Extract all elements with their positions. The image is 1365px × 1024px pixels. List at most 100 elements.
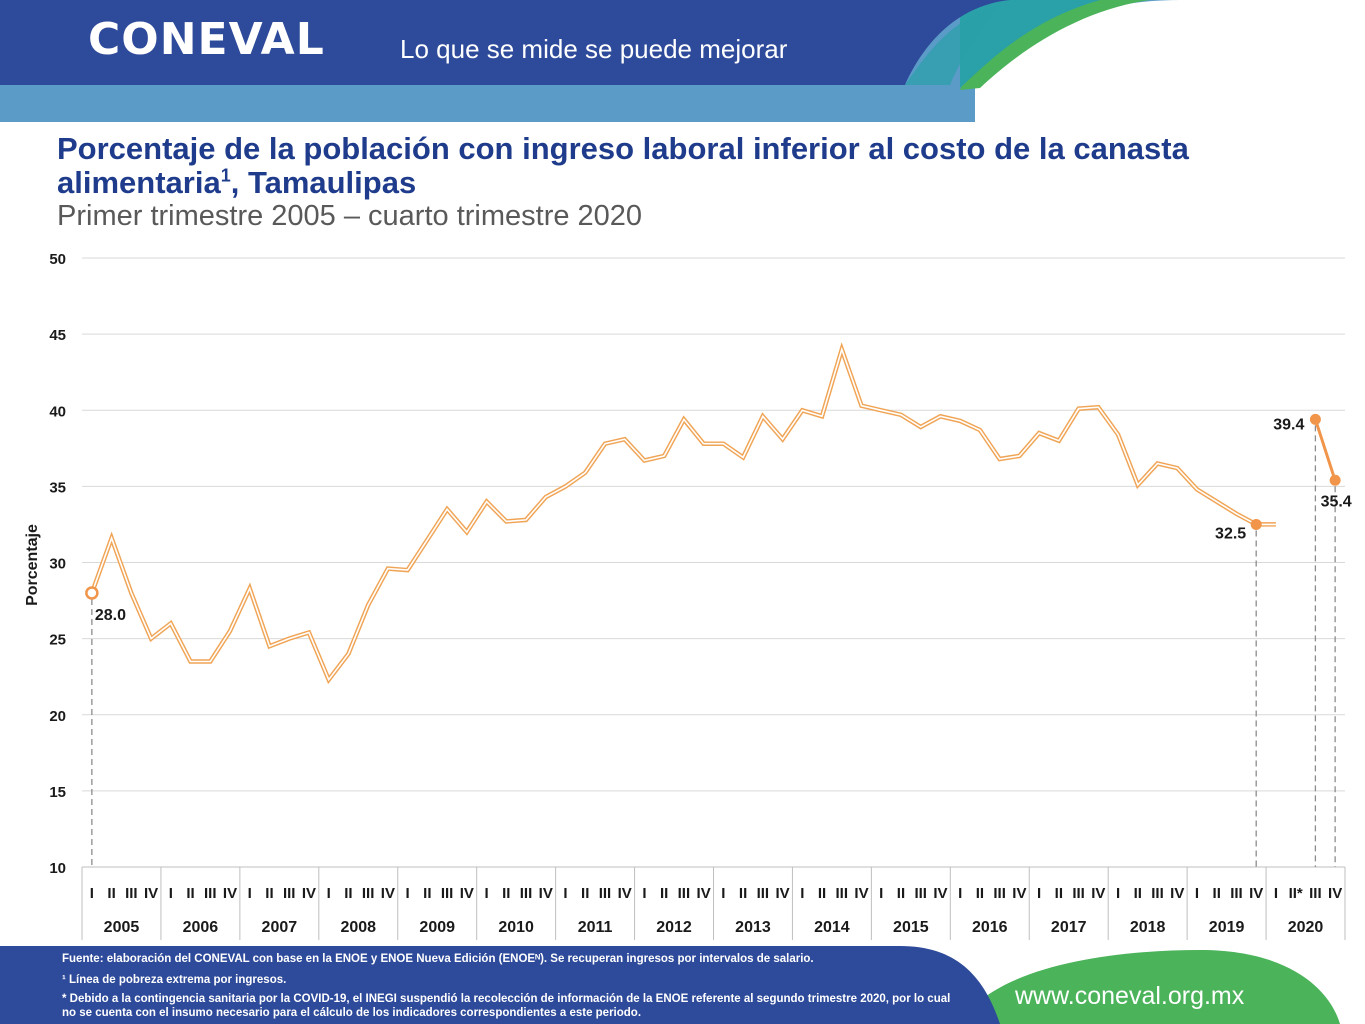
- data-label: 28.0: [95, 607, 126, 624]
- quarter-tick-label: II: [186, 885, 194, 902]
- quarter-tick-label: III: [125, 885, 138, 902]
- quarter-tick-label: IV: [1170, 885, 1184, 902]
- quarter-tick-label: III: [441, 885, 454, 902]
- quarter-tick-label: I: [879, 885, 883, 902]
- quarter-tick-label: III: [204, 885, 217, 902]
- quarter-tick-label: III: [836, 885, 849, 902]
- year-tick-label: 2014: [814, 919, 850, 936]
- data-point-marker: [1309, 413, 1321, 425]
- coneval-logo: CONEVAL: [88, 14, 325, 65]
- quarter-tick-label: I: [958, 885, 962, 902]
- data-point-marker: [85, 586, 99, 600]
- quarter-tick-label: I: [1195, 885, 1199, 902]
- quarter-tick-label: I: [406, 885, 410, 902]
- year-tick-label: 2015: [893, 919, 929, 936]
- y-tick-label: 20: [49, 708, 66, 725]
- footer-source: Fuente: elaboración del CONEVAL con base…: [62, 953, 814, 965]
- series-line-inner: [91, 346, 1276, 682]
- quarter-tick-label: III: [520, 885, 533, 902]
- quarter-tick-label: II: [581, 885, 589, 902]
- quarter-tick-label: I: [248, 885, 252, 902]
- quarter-tick-label: II: [344, 885, 352, 902]
- quarter-tick-label: I: [90, 885, 94, 902]
- data-label: 32.5: [1215, 525, 1246, 542]
- quarter-tick-label: III: [362, 885, 375, 902]
- quarter-tick-label: II: [502, 885, 510, 902]
- year-tick-label: 2007: [262, 919, 298, 936]
- quarter-tick-label: II: [739, 885, 747, 902]
- year-tick-label: 2005: [104, 919, 140, 936]
- quarter-tick-label: IV: [933, 885, 947, 902]
- year-tick-label: 2018: [1130, 919, 1166, 936]
- footer-url-link[interactable]: www.coneval.org.mx: [1015, 982, 1245, 1010]
- chart-title-sup: 1: [220, 165, 231, 186]
- quarter-tick-label: III: [1072, 885, 1085, 902]
- quarter-tick-label: IV: [381, 885, 395, 902]
- quarter-tick-label: II: [423, 885, 431, 902]
- year-tick-label: 2016: [972, 919, 1008, 936]
- quarter-tick-label: IV: [1091, 885, 1105, 902]
- year-tick-label: 2009: [419, 919, 455, 936]
- quarter-tick-label: I: [721, 885, 725, 902]
- quarter-tick-label: III: [1309, 885, 1322, 902]
- year-tick-label: 2006: [183, 919, 219, 936]
- quarter-tick-label: I: [1037, 885, 1041, 902]
- header-banner: [0, 0, 1365, 122]
- footer-note-1: ¹ Línea de pobreza extrema por ingresos.: [62, 974, 287, 986]
- quarter-tick-label: II: [265, 885, 273, 902]
- y-tick-label: 45: [49, 327, 66, 344]
- quarter-tick-label: I: [1116, 885, 1120, 902]
- chart-title-main: Porcentaje de la población con ingreso l…: [57, 131, 1189, 200]
- y-tick-label: 30: [49, 556, 66, 573]
- quarter-tick-label: I: [800, 885, 804, 902]
- y-tick-label: 10: [49, 860, 66, 877]
- quarter-tick-label: II: [660, 885, 668, 902]
- data-point-marker: [1329, 474, 1341, 486]
- y-tick-label: 50: [49, 251, 66, 268]
- quarter-tick-label: IV: [775, 885, 789, 902]
- quarter-tick-label: III: [757, 885, 770, 902]
- quarter-tick-label: II: [1213, 885, 1221, 902]
- year-tick-label: 2013: [735, 919, 771, 936]
- quarter-tick-label: I: [327, 885, 331, 902]
- quarter-tick-label: III: [678, 885, 691, 902]
- y-tick-label: 35: [49, 479, 66, 496]
- year-tick-label: 2010: [498, 919, 534, 936]
- quarter-tick-label: II: [897, 885, 905, 902]
- quarter-tick-label: IV: [539, 885, 553, 902]
- quarter-tick-label: IV: [460, 885, 474, 902]
- series-line-outer: [89, 342, 1276, 685]
- series-2-line: [1313, 418, 1337, 481]
- year-tick-label: 2008: [340, 919, 376, 936]
- y-axis-label: Porcentaje: [24, 524, 41, 606]
- quarter-tick-label: III: [993, 885, 1006, 902]
- year-tick-label: 2012: [656, 919, 692, 936]
- quarter-tick-label: IV: [1249, 885, 1263, 902]
- data-label: 35.4: [1321, 493, 1352, 510]
- data-point-marker: [1250, 518, 1262, 530]
- year-tick-label: 2020: [1288, 919, 1324, 936]
- quarter-tick-label: IV: [1012, 885, 1026, 902]
- quarter-tick-label: IV: [144, 885, 158, 902]
- quarter-tick-label: II: [818, 885, 826, 902]
- quarter-tick-label: I: [563, 885, 567, 902]
- quarter-tick-label: II*: [1289, 885, 1303, 902]
- quarter-tick-label: I: [642, 885, 646, 902]
- chart-title-suffix: , Tamaulipas: [230, 165, 417, 200]
- footer-note-2: * Debido a la contingencia sanitaria por…: [62, 993, 951, 1019]
- quarter-tick-label: II: [1134, 885, 1142, 902]
- quarter-tick-label: II: [1055, 885, 1063, 902]
- quarter-tick-label: III: [914, 885, 927, 902]
- quarter-tick-label: II: [107, 885, 115, 902]
- data-label: 39.4: [1273, 416, 1304, 433]
- chart-subtitle: Primer trimestre 2005 – cuarto trimestre…: [57, 200, 643, 232]
- quarter-tick-label: IV: [1328, 885, 1342, 902]
- quarter-tick-label: II: [976, 885, 984, 902]
- quarter-tick-label: IV: [854, 885, 868, 902]
- y-tick-label: 40: [49, 403, 66, 420]
- quarter-tick-label: I: [169, 885, 173, 902]
- quarter-tick-label: III: [283, 885, 296, 902]
- quarter-tick-label: III: [1151, 885, 1164, 902]
- footer-banner: [0, 946, 1340, 1024]
